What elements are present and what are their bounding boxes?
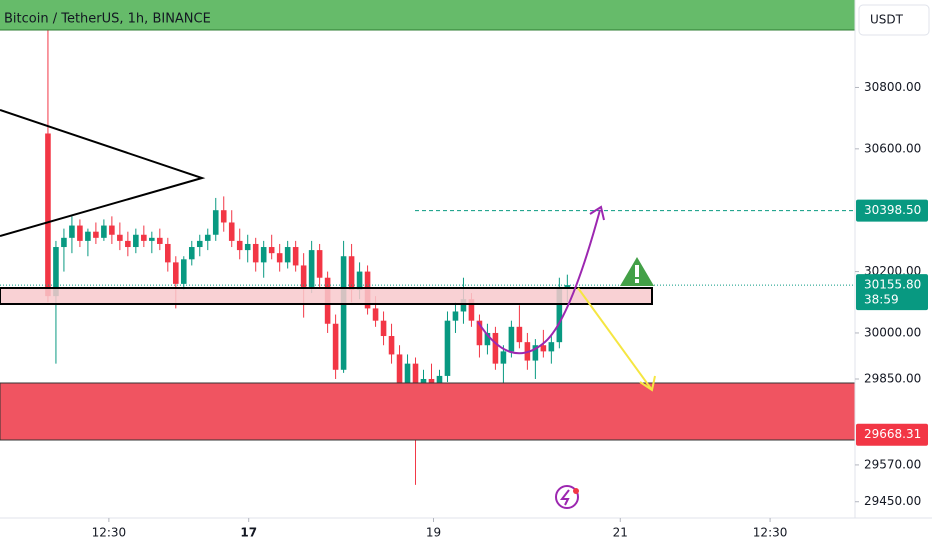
candle-body: [141, 234, 147, 241]
candle-body: [500, 351, 507, 364]
candle-body: [101, 225, 107, 238]
currency-label: USDT: [870, 13, 904, 27]
candle-body: [508, 326, 515, 352]
candle-body: [244, 243, 251, 251]
candle-body: [61, 237, 67, 248]
countdown-label: 38:59: [864, 293, 899, 307]
plot-area: [0, 0, 855, 485]
y-tick-label: 30800.00: [864, 80, 921, 94]
candle-body: [380, 320, 387, 337]
candle-body: [340, 256, 347, 370]
x-tick-label: 21: [613, 526, 628, 540]
candle-body: [388, 336, 395, 355]
candle-body: [268, 247, 275, 254]
candle-body: [172, 262, 179, 284]
candle-body: [484, 332, 491, 346]
events-icon[interactable]: [555, 485, 579, 509]
support-zone: [0, 382, 856, 441]
candle-body: [372, 308, 379, 321]
candle-body: [117, 234, 123, 241]
candle-body: [292, 247, 299, 266]
candle-body: [276, 253, 283, 263]
last-price-box: [856, 274, 928, 311]
arrow-head: [639, 375, 656, 392]
events-icon-bolt: [559, 489, 570, 506]
drawings: [0, 109, 856, 509]
events-dot: [573, 488, 579, 494]
last-price-label: 30155.80: [864, 278, 921, 292]
y-tick-label: 30000.00: [864, 325, 921, 339]
yellow-path: [577, 287, 653, 391]
candle-body: [85, 231, 91, 241]
x-tick-label: 12:30: [753, 526, 788, 540]
candle-body: [228, 222, 235, 241]
zone-price-label: 29668.31: [864, 427, 921, 441]
y-tick-label: 29850.00: [864, 371, 921, 385]
candle-body: [564, 285, 571, 287]
candle-body: [196, 240, 203, 248]
candle-body: [476, 320, 483, 346]
candle-body: [492, 332, 499, 364]
header-bar: [0, 0, 855, 30]
candle-body: [45, 133, 51, 297]
candle-body: [125, 240, 131, 248]
warning-mark: [635, 279, 639, 283]
candle-body: [300, 265, 307, 287]
candle-body: [93, 231, 99, 238]
x-tick-label: 17: [240, 526, 257, 540]
triangle-drawing: [0, 109, 206, 237]
candle-body: [356, 271, 363, 290]
x-tick-label: 19: [426, 526, 441, 540]
candle-body: [69, 225, 75, 238]
candle-body: [53, 247, 59, 297]
candle-body: [180, 259, 187, 284]
candle-body: [316, 250, 323, 278]
candle-body: [404, 363, 411, 401]
candle-body: [220, 210, 227, 223]
candle-body: [556, 286, 563, 343]
candle-body: [332, 323, 339, 370]
candle-body: [348, 256, 355, 290]
candle-body: [188, 247, 195, 260]
candle-body: [133, 234, 139, 248]
candle-body: [109, 225, 115, 235]
candle-body: [260, 247, 267, 263]
candle-body: [532, 345, 539, 361]
warning-mark: [635, 265, 639, 277]
candle-body: [252, 243, 259, 263]
zone-price-box: [856, 423, 928, 446]
candle-body: [444, 320, 451, 376]
candle-body: [540, 345, 547, 352]
chart-title: Bitcoin / TetherUS, 1h, BINANCE: [4, 12, 211, 27]
candle-body: [212, 210, 219, 235]
target-price-label: 30398.50: [864, 203, 921, 217]
candle-body: [284, 247, 291, 263]
purple-path: [477, 209, 601, 355]
candle-body: [396, 354, 403, 401]
candle-body: [236, 240, 243, 251]
resistance-zone: [0, 287, 653, 305]
y-tick-label: 30600.00: [864, 141, 921, 155]
candle-body: [204, 234, 211, 241]
y-tick-label: 29570.00: [864, 457, 921, 471]
candle-body: [165, 243, 171, 263]
x-tick-label: 12:30: [92, 526, 127, 540]
target-price-box: [856, 199, 928, 222]
candle-body: [516, 326, 523, 343]
candle-body: [452, 311, 459, 321]
candle-body: [548, 342, 555, 352]
candle-body: [157, 237, 163, 244]
y-tick-label: 29450.00: [864, 494, 921, 508]
arrow-head: [589, 205, 605, 221]
candle-body: [149, 237, 155, 241]
currency-button[interactable]: [858, 4, 930, 36]
candle-body: [77, 225, 83, 241]
candle-body: [308, 250, 315, 287]
axes: 30800.0030600.0030200.0030000.0029850.00…: [92, 80, 928, 540]
candle-body: [460, 299, 467, 312]
candle-body: [468, 299, 475, 321]
